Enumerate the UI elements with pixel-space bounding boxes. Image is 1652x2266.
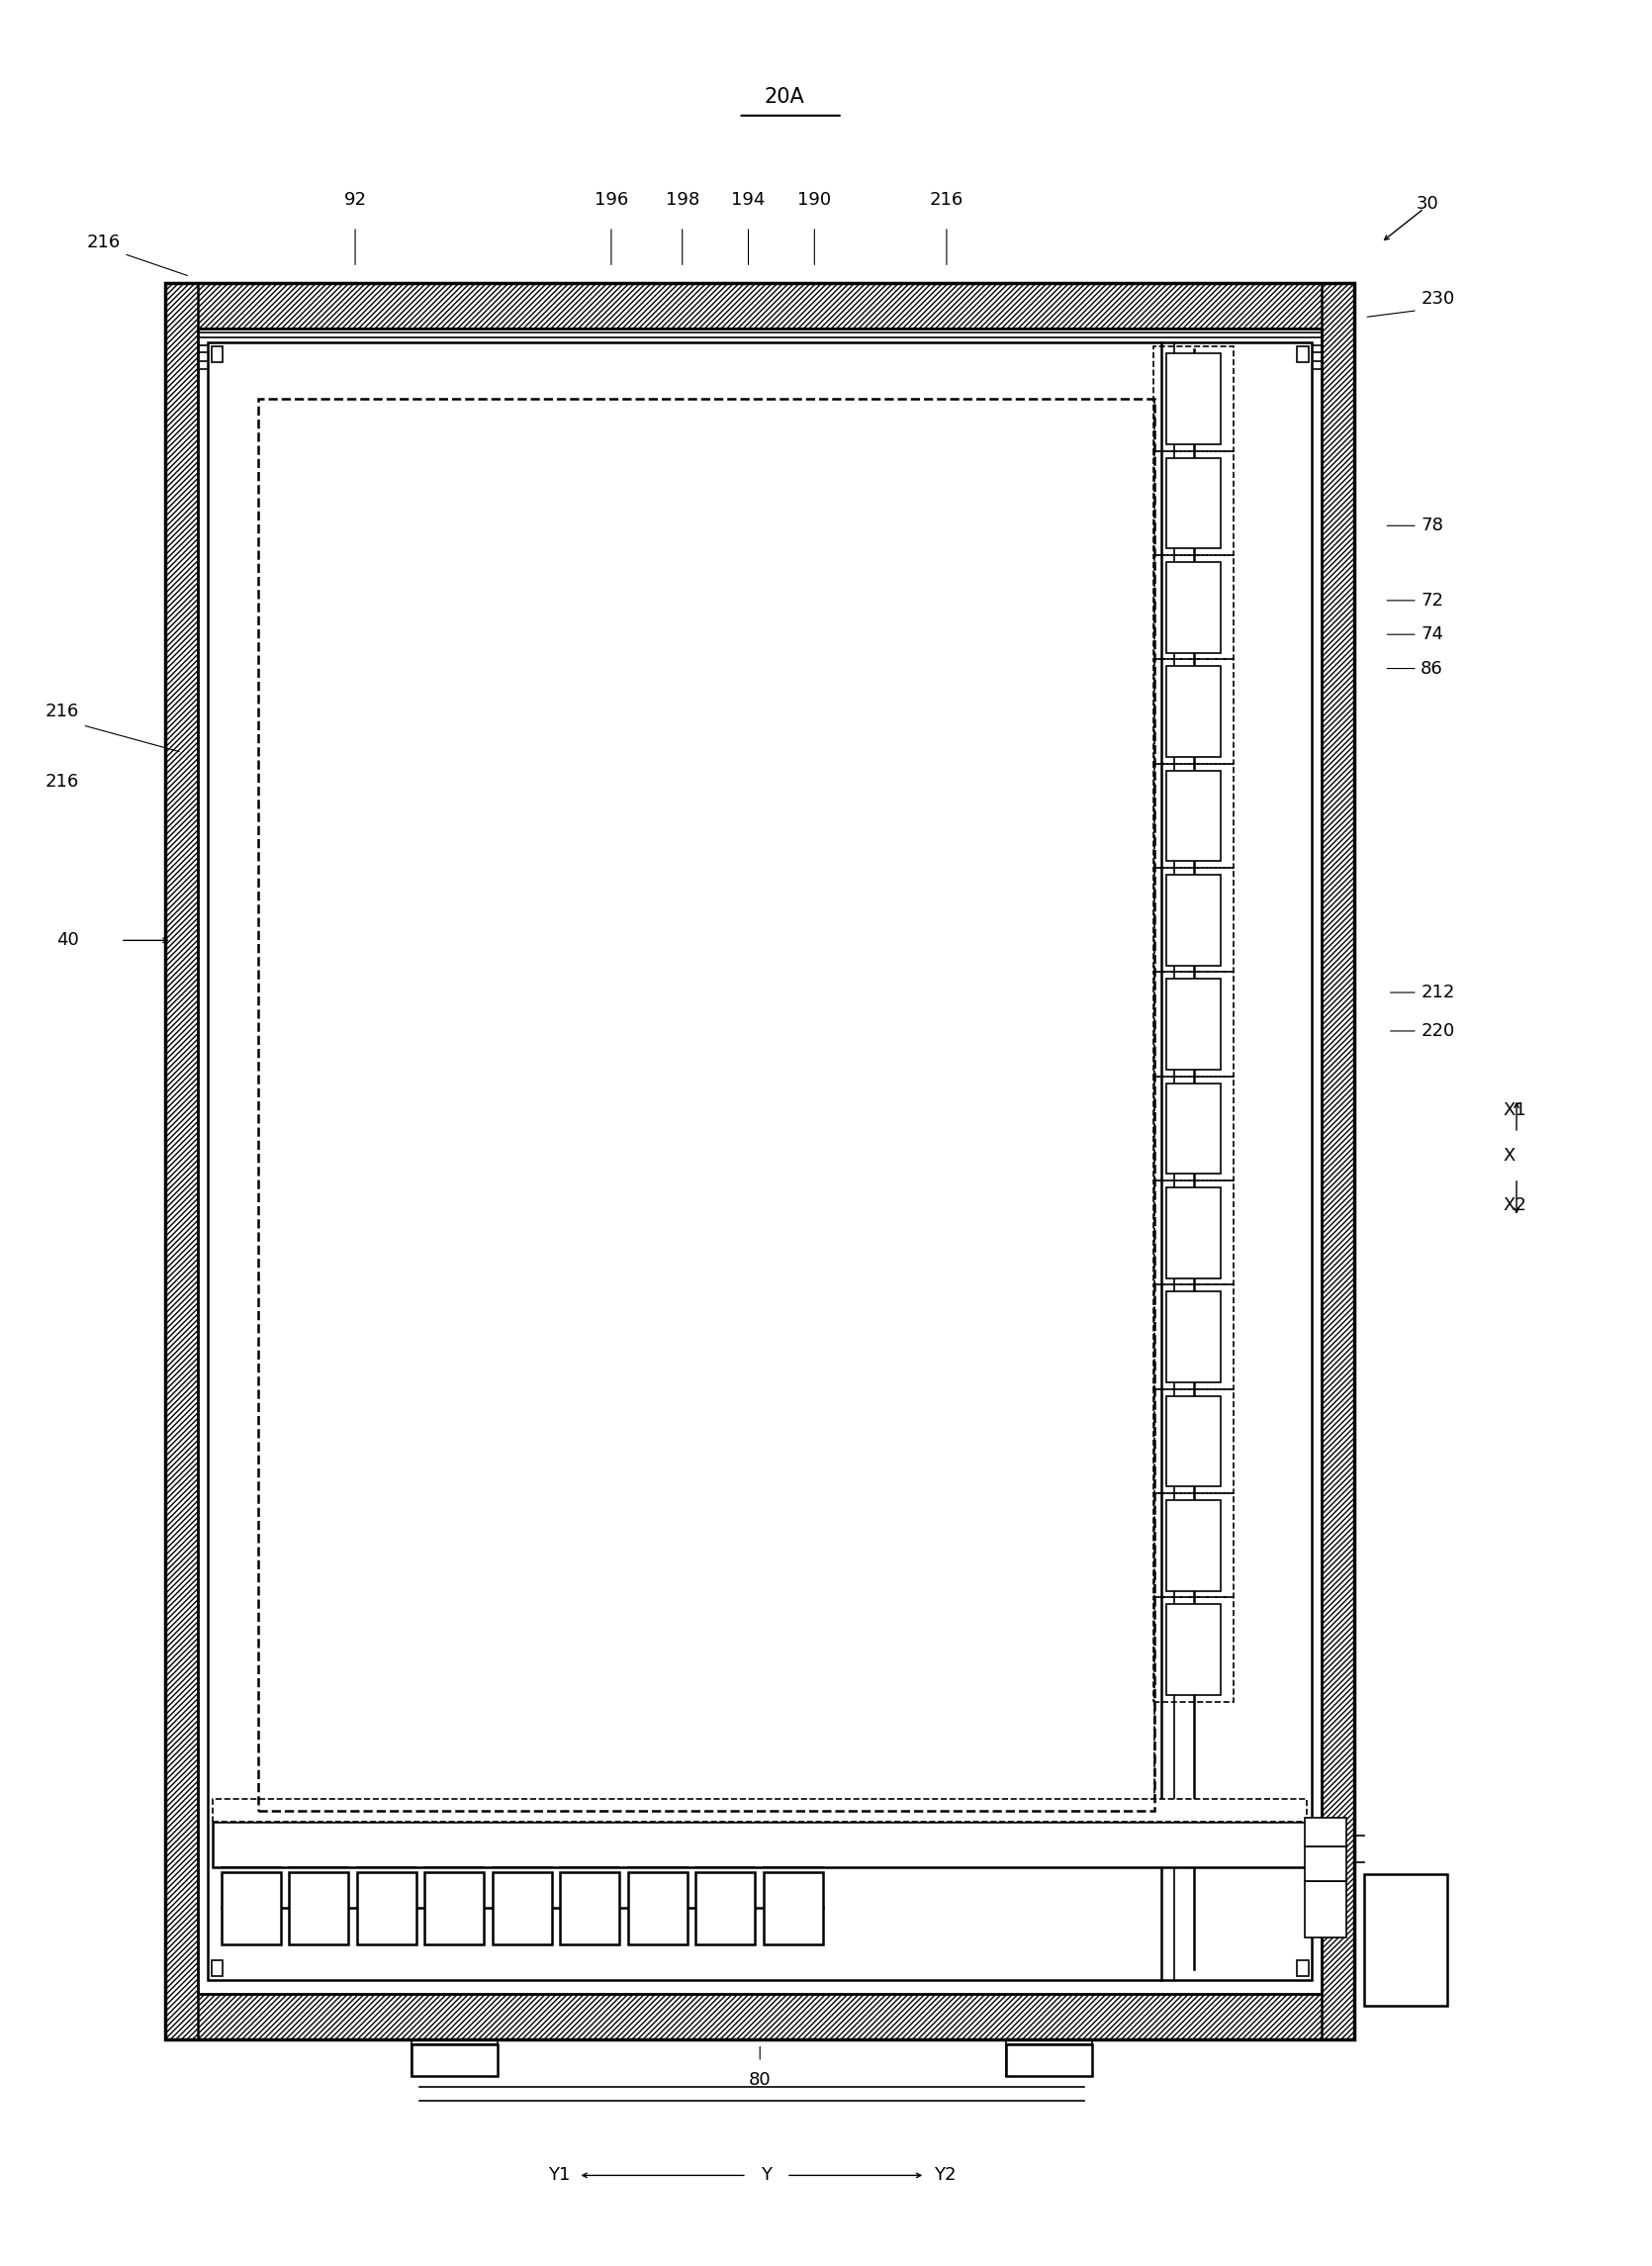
Bar [1166,875,1221,965]
Bar [1153,347,1234,451]
Bar [1166,458,1221,548]
Bar [211,347,223,363]
Text: 80: 80 [748,2071,771,2089]
Text: 92: 92 [344,190,367,208]
Bar [1365,1874,1447,2005]
Bar [165,283,198,2039]
Bar [560,1872,620,1944]
Bar [1166,1083,1221,1174]
Bar [1153,1285,1234,1389]
Bar [1305,1847,1346,1881]
Bar [1166,1187,1221,1278]
Bar [1166,770,1221,861]
Bar [165,1994,1355,2039]
Bar [628,1872,687,1944]
Text: 196: 196 [595,190,628,208]
Bar [1153,1181,1234,1285]
Bar [695,1872,755,1944]
Bar [1166,562,1221,653]
Bar [1006,2044,1092,2076]
Text: X2: X2 [1503,1196,1526,1215]
Text: Y1: Y1 [548,2166,570,2184]
Bar [1166,666,1221,757]
Bar [1166,1396,1221,1486]
Text: 218: 218 [624,576,657,594]
Bar [1305,1881,1346,1937]
Text: Y2: Y2 [933,2166,955,2184]
Text: 30: 30 [1416,195,1439,213]
Bar [198,329,1322,1994]
Bar [213,1822,1307,1867]
Bar [289,1872,349,1944]
Bar [1153,764,1234,868]
Bar [221,1872,281,1944]
Text: 208: 208 [311,576,344,594]
Bar [208,342,1312,1980]
Text: 20A: 20A [765,88,805,107]
Bar [258,399,1155,1811]
Text: 230: 230 [1421,290,1455,308]
Bar [1305,1817,1346,1847]
Bar [165,283,1355,2039]
Bar [1297,1960,1308,1976]
Text: 220: 220 [1421,1022,1455,1040]
Bar [1153,659,1234,764]
Bar [1166,1292,1221,1382]
Bar [1166,979,1221,1070]
Bar [211,1960,223,1976]
Text: 212: 212 [1421,983,1455,1002]
Text: 72: 72 [1421,591,1444,610]
Bar [1166,353,1221,444]
Bar [213,1799,1307,1822]
Bar [1153,1389,1234,1493]
Bar [1153,1598,1234,1702]
Text: 198: 198 [666,190,699,208]
Text: 78: 78 [1421,517,1444,535]
Text: 74: 74 [1421,625,1444,644]
Text: X1: X1 [1503,1101,1526,1119]
Bar [1153,555,1234,659]
Bar [357,1872,416,1944]
Bar [1322,283,1355,2039]
Bar [1153,972,1234,1076]
Bar [258,399,1155,1811]
Text: 194: 194 [732,190,765,208]
Bar [763,1872,823,1944]
Text: 216: 216 [45,702,79,721]
Bar [1153,1076,1234,1181]
Bar [425,1872,484,1944]
Text: 216: 216 [45,773,79,791]
Text: 216: 216 [930,190,963,208]
Bar [165,283,1355,2039]
Text: Y: Y [762,2166,771,2184]
Text: 40: 40 [56,931,79,949]
Bar [492,1872,552,1944]
Bar [411,2044,497,2076]
Text: 190: 190 [798,190,831,208]
Text: 86: 86 [1421,659,1444,678]
Bar [1166,1500,1221,1591]
Text: X: X [1503,1147,1515,1165]
Bar [1153,451,1234,555]
Text: 216: 216 [86,233,121,252]
Bar [1153,1493,1234,1598]
Bar [1297,347,1308,363]
Text: 230: 230 [206,614,241,632]
Bar [165,283,1355,329]
Bar [1153,868,1234,972]
Bar [1166,1604,1221,1695]
